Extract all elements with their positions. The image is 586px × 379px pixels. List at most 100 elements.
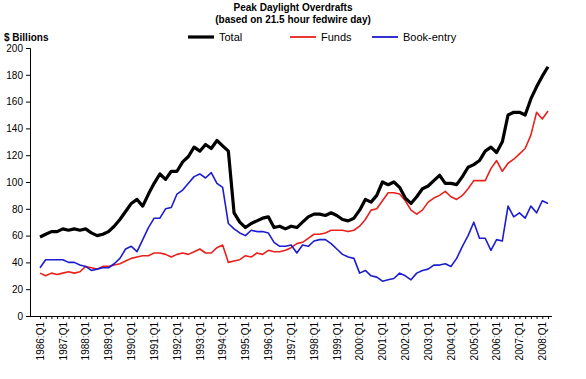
x-tick-mark <box>91 316 92 319</box>
y-tick: 60 <box>12 230 30 241</box>
x-tick-mark <box>434 316 435 319</box>
legend-swatch <box>372 36 398 38</box>
x-tick <box>445 316 446 319</box>
x-tick-mark <box>365 316 366 319</box>
x-tick <box>531 316 532 319</box>
x-tick <box>46 316 47 319</box>
y-tick-mark <box>26 262 30 263</box>
x-tick <box>297 316 298 319</box>
y-tick: 100 <box>6 177 30 188</box>
x-tick <box>514 316 515 319</box>
x-tick-mark <box>194 316 195 319</box>
x-tick-mark <box>548 316 549 319</box>
legend-label: Total <box>219 31 242 43</box>
x-tick-mark <box>114 316 115 319</box>
x-tick <box>537 316 538 319</box>
x-tick-label: 1997:Q1 <box>286 322 297 361</box>
x-tick-mark <box>223 316 224 319</box>
legend-item: Book-entry <box>372 31 457 43</box>
x-tick: 1987:Q1 <box>58 316 69 360</box>
x-tick <box>285 316 286 319</box>
subtitle: (based on 21.5 hour fedwire day) <box>215 14 371 25</box>
y-tick-mark <box>26 128 30 129</box>
x-tick-mark <box>188 316 189 319</box>
x-tick <box>160 316 161 319</box>
x-tick-mark <box>86 316 87 319</box>
x-tick: 1988:Q1 <box>80 316 91 360</box>
x-tick-mark <box>514 316 515 319</box>
x-tick <box>171 316 172 319</box>
x-tick <box>257 316 258 319</box>
x-tick <box>240 316 241 319</box>
x-tick-label: 2002:Q1 <box>400 322 411 361</box>
y-tick-mark <box>26 182 30 183</box>
y-tick: 40 <box>12 257 30 268</box>
x-tick: 1991:Q1 <box>149 316 160 360</box>
x-tick <box>303 316 304 319</box>
x-tick <box>394 316 395 319</box>
x-tick: 1999:Q1 <box>332 316 343 360</box>
x-tick <box>440 316 441 319</box>
x-tick: 1989:Q1 <box>103 316 114 360</box>
x-tick-mark <box>337 316 338 319</box>
y-tick-label: 80 <box>12 204 24 215</box>
x-tick-mark <box>457 316 458 319</box>
x-tick-mark <box>40 316 41 319</box>
y-tick: 200 <box>6 43 30 54</box>
y-tick-label: 180 <box>6 70 23 81</box>
x-tick-mark <box>445 316 446 319</box>
x-tick-mark <box>491 316 492 319</box>
chart: Peak Daylight Overdrafts(based on 21.5 h… <box>0 0 586 379</box>
x-tick <box>103 316 104 319</box>
x-tick-mark <box>502 316 503 319</box>
x-tick-mark <box>268 316 269 319</box>
x-tick: 1998:Q1 <box>309 316 320 360</box>
x-tick <box>97 316 98 319</box>
x-tick <box>188 316 189 319</box>
legend-label: Book-entry <box>403 31 457 43</box>
y-tick-label: 160 <box>6 96 23 107</box>
line-series <box>40 111 548 276</box>
x-tick-mark <box>308 316 309 319</box>
x-tick <box>126 316 127 319</box>
x-tick <box>80 316 81 319</box>
x-tick-mark <box>291 316 292 319</box>
y-tick: 140 <box>6 123 30 134</box>
x-tick-mark <box>103 316 104 319</box>
x-tick <box>228 316 229 319</box>
x-tick <box>69 316 70 319</box>
legend-swatch <box>188 35 214 38</box>
x-tick <box>422 316 423 319</box>
x-tick-mark <box>360 316 361 319</box>
legend-swatch <box>290 36 316 38</box>
x-tick <box>57 316 58 319</box>
legend-label: Funds <box>321 31 352 43</box>
x-tick-mark <box>462 316 463 319</box>
y-tick: 80 <box>12 204 30 215</box>
y-tick-mark <box>26 75 30 76</box>
x-tick-mark <box>519 316 520 319</box>
x-tick <box>148 316 149 319</box>
y-tick-label: 100 <box>6 177 23 188</box>
y-tick-label: 60 <box>12 230 24 241</box>
x-tick-mark <box>108 316 109 319</box>
x-tick: 2003:Q1 <box>423 316 434 360</box>
x-tick-mark <box>485 316 486 319</box>
x-tick <box>377 316 378 319</box>
x-tick-mark <box>51 316 52 319</box>
y-tick: 120 <box>6 150 30 161</box>
x-tick-mark <box>354 316 355 319</box>
x-tick-mark <box>200 316 201 319</box>
x-tick <box>480 316 481 319</box>
y-tick-label: 40 <box>12 257 24 268</box>
x-tick-mark <box>245 316 246 319</box>
x-tick-mark <box>331 316 332 319</box>
x-tick <box>325 316 326 319</box>
x-tick: 1996:Q1 <box>263 316 274 360</box>
x-tick-label: 2007:Q1 <box>514 322 525 361</box>
x-tick-label: 1999:Q1 <box>332 322 343 361</box>
x-tick-mark <box>428 316 429 319</box>
x-tick-mark <box>371 316 372 319</box>
x-tick-mark <box>314 316 315 319</box>
x-tick: 2002:Q1 <box>400 316 411 360</box>
